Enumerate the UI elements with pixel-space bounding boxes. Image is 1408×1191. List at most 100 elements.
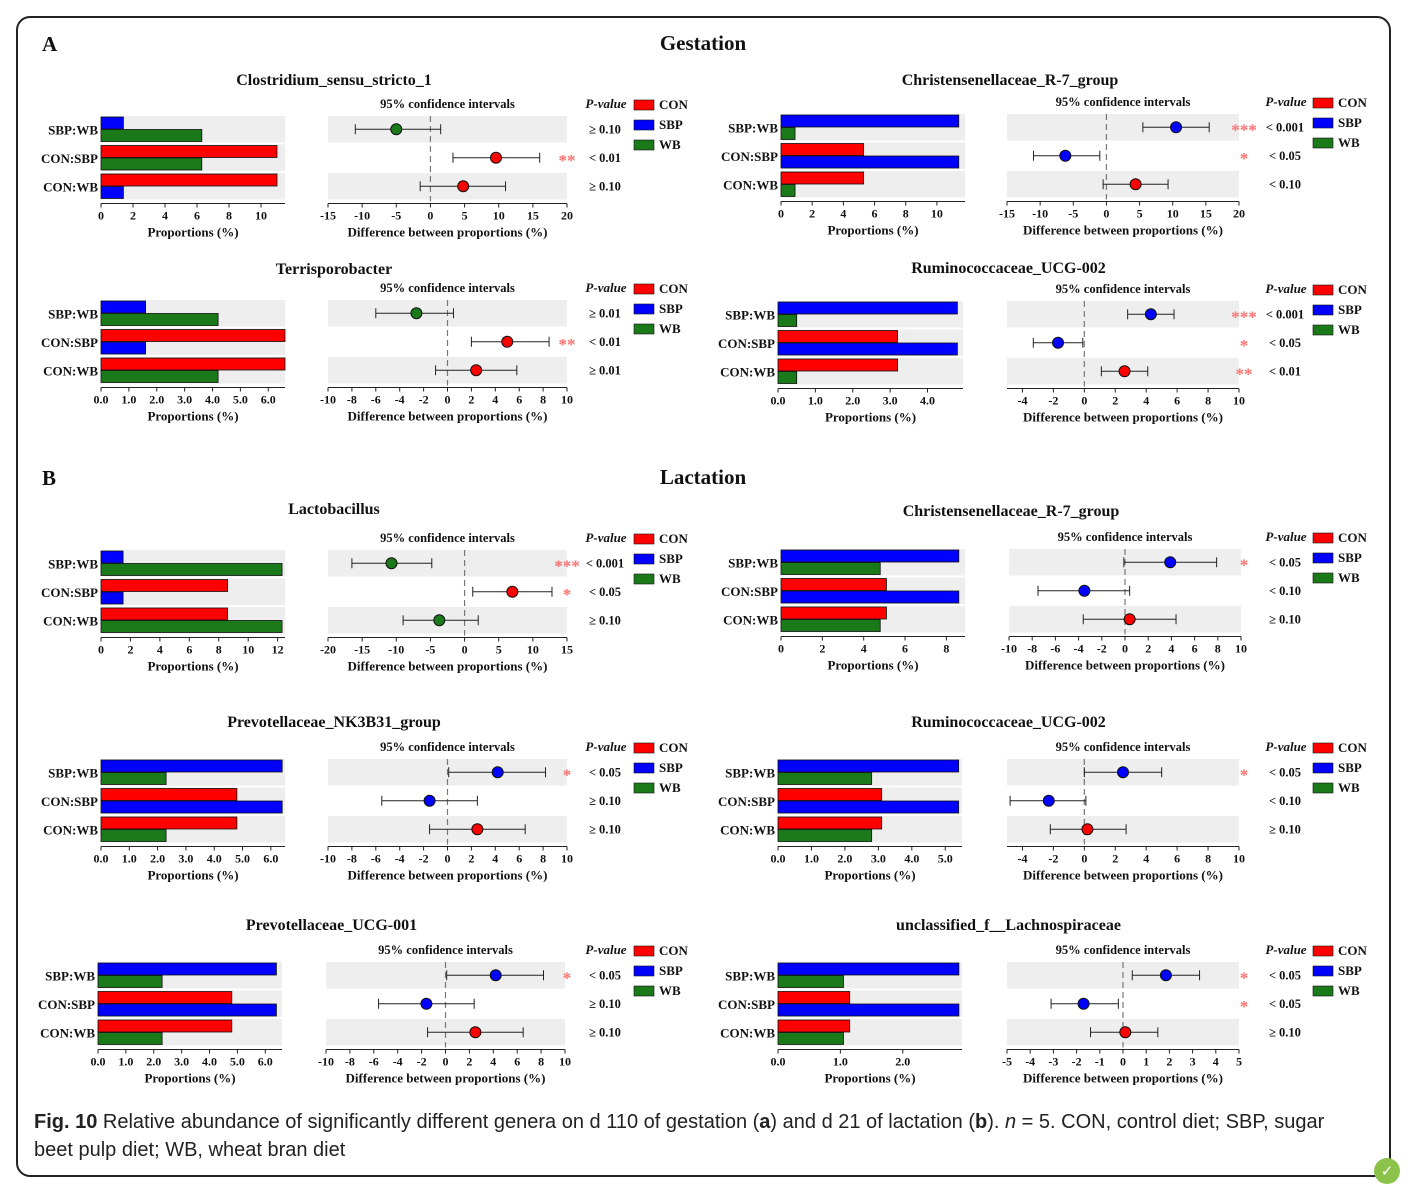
- panel-8-category-label: SBP:WB: [725, 765, 775, 780]
- panel-5-bar-wb: [100, 620, 283, 633]
- panel-7-diff-tick-label: 8: [540, 852, 546, 866]
- panel-9-diff-tick-label: -10: [318, 1055, 334, 1069]
- panel-6-p-value: ≥ 0.10: [1269, 612, 1301, 626]
- panel-10-diff-tick-label: 2: [1166, 1055, 1172, 1069]
- panel-10-legend-swatch-wb: [1312, 985, 1334, 997]
- panel-7-bar-sbp: [100, 759, 283, 773]
- panel-6-legend-swatch-con: [1312, 532, 1334, 544]
- caption-text-2: ) and d 21 of lactation (: [770, 1111, 975, 1133]
- panel-7-prop-xlabel: Proportions (%): [147, 868, 238, 883]
- panel-1-bar-con: [100, 173, 278, 187]
- panel-9-legend-swatch-wb: [633, 985, 655, 997]
- panel-5-pvalue-header: P-value: [585, 530, 626, 545]
- panel-5-category-label: CON:SBP: [41, 585, 98, 600]
- panel-6-category-label: CON:WB: [723, 612, 778, 627]
- panel-9-diff-tick-label: -6: [369, 1055, 379, 1069]
- panel-8-ci-point: [1117, 766, 1129, 779]
- panel-6-ci-point: [1078, 584, 1091, 597]
- panel-6-significance-stars: *: [1240, 555, 1249, 574]
- panel-1-legend-swatch-con: [633, 99, 655, 111]
- panel-1-legend-swatch-wb: [633, 139, 655, 151]
- panel-8-prop-tick-label: 4.0: [904, 852, 919, 866]
- panel-3-diff-tick-label: 6: [516, 393, 522, 407]
- section-title-lactation: Lactation: [660, 465, 747, 489]
- panel-2-p-value: < 0.10: [1269, 177, 1301, 191]
- panel-1-significance-stars: **: [559, 151, 576, 170]
- panel-5-prop-tick-label: 4: [157, 643, 163, 657]
- panel-4-significance-stars: ***: [1231, 307, 1257, 326]
- panel-9-bar-wb: [97, 975, 163, 988]
- panel-5-prop-tick-label: 6: [186, 643, 192, 657]
- panel-7-legend-swatch-sbp: [633, 762, 655, 774]
- panel-7-diff-tick-label: 10: [561, 852, 573, 866]
- panel-3-diff-tick-label: 8: [540, 393, 546, 407]
- panel-5-diff-tick-label: -20: [320, 643, 336, 657]
- panel-7-diff-xlabel: Difference between proportions (%): [348, 868, 548, 883]
- panel-10-bar-sbp: [777, 1003, 960, 1017]
- panel-7-prop-tick-label: 0.0: [94, 852, 109, 866]
- panel-3-bar-sbp: [100, 300, 147, 314]
- panel-10-prop-xlabel: Proportions (%): [824, 1071, 915, 1086]
- panel-6-ci-header: 95% confidence intervals: [1058, 530, 1193, 544]
- panel-6-prop-tick-label: 8: [943, 642, 949, 656]
- panel-7-legend-label-wb: WB: [659, 780, 681, 795]
- panel-2-diff-tick-label: 10: [1167, 207, 1179, 221]
- panel-6-legend-label-sbp: SBP: [1338, 550, 1362, 565]
- panel-10-prop-tick-label: 1.0: [833, 1055, 848, 1069]
- panel-5-diff-tick-label: 5: [496, 643, 502, 657]
- panel-5-legend-swatch-wb: [633, 573, 655, 585]
- panel-6-diff-xlabel: Difference between proportions (%): [1025, 658, 1225, 673]
- panel-4-diff-tick-label: 8: [1205, 394, 1211, 408]
- panel-5-bar-con: [100, 579, 228, 592]
- panel-3-significance-stars: **: [559, 335, 576, 354]
- panel-7-title: Prevotellaceae_NK3B31_group: [227, 714, 441, 731]
- panel-7-legend-label-con: CON: [659, 740, 689, 755]
- panel-4-legend-swatch-con: [1312, 284, 1334, 296]
- panel-4-category-label: SBP:WB: [725, 307, 775, 322]
- panel-4-p-value: < 0.01: [1269, 364, 1301, 378]
- panel-4-ci-header: 95% confidence intervals: [1056, 282, 1191, 296]
- panel-9-p-value: < 0.05: [589, 968, 621, 982]
- panel-8-bar-con: [777, 816, 883, 830]
- panel-2-bar-con: [780, 143, 865, 156]
- panel-3-legend-label-con: CON: [659, 281, 689, 296]
- panel-3-prop-tick-label: 2.0: [149, 393, 164, 407]
- panel-4-legend-swatch-wb: [1312, 324, 1334, 336]
- panel-2-prop-tick-label: 4: [840, 207, 846, 221]
- panel-3-category-label: CON:SBP: [41, 335, 98, 350]
- panel-4-prop-tick-label: 1.0: [808, 394, 823, 408]
- panel-9-diff-tick-label: 8: [538, 1055, 544, 1069]
- panel-8-legend-label-wb: WB: [1338, 780, 1360, 795]
- panel-3-pvalue-header: P-value: [585, 280, 626, 295]
- panel-8-p-value: < 0.05: [1269, 765, 1301, 779]
- panel-6-ci-point: [1164, 556, 1177, 569]
- panel-3-legend-swatch-wb: [633, 323, 655, 335]
- panel-10-legend-swatch-sbp: [1312, 965, 1334, 977]
- panel-1-diff-tick-label: 15: [527, 209, 539, 223]
- panel-1-p-value: ≥ 0.10: [589, 122, 621, 136]
- panel-7-diff-tick-label: -4: [395, 852, 405, 866]
- panel-3-title: Terrisporobacter: [276, 261, 392, 278]
- panel-7-diff-tick-label: 4: [492, 852, 498, 866]
- panel-6-diff-tick-label: 8: [1215, 642, 1221, 656]
- panel-2-title: Christensenellaceae_R-7_group: [902, 72, 1119, 89]
- panel-3-category-label: CON:WB: [43, 363, 98, 378]
- panel-9-prop-tick-label: 6.0: [258, 1055, 273, 1069]
- panel-10-legend-swatch-con: [1312, 945, 1334, 957]
- panel-1-category-label: SBP:WB: [48, 122, 98, 137]
- panel-1-diff-tick-label: 10: [493, 209, 505, 223]
- panel-7-ci-header: 95% confidence intervals: [380, 740, 515, 754]
- panel-4-prop-tick-label: 2.0: [845, 394, 860, 408]
- panel-9-prop-xlabel: Proportions (%): [144, 1071, 235, 1086]
- panel-6-p-value: < 0.05: [1269, 555, 1301, 569]
- panel-2-bar-wb: [780, 127, 796, 140]
- panel-3-p-value: ≥ 0.01: [589, 363, 621, 377]
- panel-2-ci-header: 95% confidence intervals: [1056, 95, 1191, 109]
- panel-2-diff-tick-label: -15: [999, 207, 1015, 221]
- panel-7-category-label: CON:WB: [43, 822, 98, 837]
- panel-2-bar-con: [780, 171, 865, 185]
- panel-5-diff-tick-label: -5: [425, 643, 435, 657]
- panel-2-legend-swatch-con: [1312, 97, 1334, 109]
- panel-2-prop-tick-label: 10: [931, 207, 943, 221]
- panel-7-prop-tick-label: 4.0: [207, 852, 222, 866]
